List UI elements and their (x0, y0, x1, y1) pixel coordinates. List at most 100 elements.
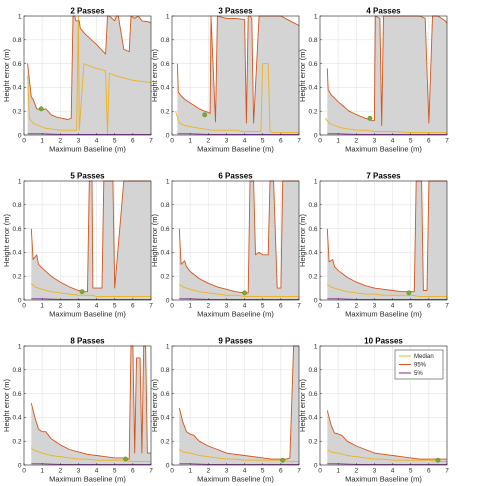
axes-box (23, 180, 152, 301)
x-tick-label: 5 (113, 303, 117, 310)
x-tick-label: 0 (170, 138, 174, 145)
x-tick-label: 0 (318, 138, 322, 145)
x-tick-label: 7 (445, 468, 449, 475)
error-band (27, 16, 152, 135)
x-tick-label: 3 (225, 303, 229, 310)
y-tick-label: 0.6 (308, 61, 317, 68)
series-line-median (31, 447, 151, 462)
subplot-title: 8 Passes (70, 337, 105, 346)
x-axis-label: Maximum Baseline (m) (197, 475, 274, 484)
y-tick-label: 0.2 (308, 274, 317, 281)
y-tick-label: 0.6 (12, 391, 21, 398)
subplot-6: 0 1 2 3 4 5 6 7 0 0.2 0.4 0.6 0.8 1 7 Passes Maximum Ba… (298, 172, 449, 319)
optimum-marker (406, 290, 412, 296)
x-tick-label: 6 (131, 303, 135, 310)
subplot-title: 4 Passes (366, 7, 401, 16)
y-tick-label: 1 (18, 343, 22, 350)
x-tick-label: 2 (58, 468, 62, 475)
x-tick-label: 6 (131, 468, 135, 475)
y-tick-label: 0.4 (308, 415, 317, 422)
axes-box (319, 15, 448, 136)
axes-box (319, 345, 448, 466)
y-tick-label: 0 (18, 462, 22, 469)
y-tick-label: 0.8 (12, 367, 21, 374)
x-tick-label: 1 (336, 138, 340, 145)
x-tick-label: 4 (391, 468, 395, 475)
y-tick-label: 0.6 (160, 61, 169, 68)
series-line-median (325, 118, 447, 134)
y-tick-label: 1 (18, 13, 22, 20)
error-band (327, 16, 447, 135)
series-line-median (179, 449, 299, 462)
subplot-title: 9 Passes (218, 337, 253, 346)
y-tick-label: 0 (314, 462, 318, 469)
x-tick-label: 3 (77, 468, 81, 475)
x-axis-label: Maximum Baseline (m) (49, 310, 126, 319)
y-tick-label: 0.4 (160, 415, 169, 422)
x-tick-label: 6 (279, 138, 283, 145)
error-band (179, 181, 299, 300)
legend: Median 95% 5% (394, 349, 444, 380)
axes-box (23, 345, 152, 466)
y-tick-label: 0.6 (160, 391, 169, 398)
x-tick-label: 4 (243, 303, 247, 310)
x-tick-label: 2 (206, 468, 210, 475)
series-line-p5 (31, 298, 151, 300)
x-tick-label: 2 (58, 303, 62, 310)
series-line-median (27, 15, 152, 136)
series-line-p95 (178, 345, 299, 460)
y-tick-label: 0.4 (12, 250, 21, 257)
y-tick-label: 0.2 (12, 439, 21, 446)
y-tick-label: 1 (166, 343, 170, 350)
x-tick-label: 3 (225, 468, 229, 475)
x-axis-label: Maximum Baseline (m) (345, 475, 422, 484)
y-tick-label: 0.8 (308, 202, 317, 209)
error-band (327, 181, 447, 300)
subplot-5: 0 1 2 3 4 5 6 7 0 0.2 0.4 0.6 0.8 1 6 Passes Maximum Ba… (150, 172, 301, 319)
x-tick-label: 7 (297, 138, 301, 145)
subplot-9: 0 1 2 3 4 5 6 7 0 0.2 0.4 0.6 0.8 1 10 Passes Maximum B… (298, 337, 449, 484)
y-axis-label: Height error (m) (150, 49, 159, 102)
x-tick-label: 6 (131, 138, 135, 145)
x-axis-label: Maximum Baseline (m) (345, 145, 422, 154)
y-tick-label: 0.6 (308, 391, 317, 398)
x-tick-label: 6 (279, 468, 283, 475)
x-tick-label: 0 (318, 303, 322, 310)
y-tick-label: 0 (314, 297, 318, 304)
x-axis-label: Maximum Baseline (m) (197, 145, 274, 154)
y-tick-label: 1 (166, 13, 170, 20)
y-axis-label: Height error (m) (2, 49, 11, 102)
series-line-median (179, 284, 299, 297)
y-tick-label: 0.4 (12, 85, 21, 92)
y-tick-label: 0.8 (160, 37, 169, 44)
x-tick-label: 5 (409, 138, 413, 145)
y-tick-label: 0.6 (308, 226, 317, 233)
x-tick-label: 5 (113, 468, 117, 475)
series-line-p95 (27, 15, 152, 120)
x-tick-label: 1 (188, 138, 192, 145)
x-tick-label: 6 (427, 138, 431, 145)
legend-label-median: Median (414, 354, 434, 360)
subplot-8: 0 1 2 3 4 5 6 7 0 0.2 0.4 0.6 0.8 1 9 Passes Maximum Ba… (150, 337, 301, 484)
y-tick-label: 0.2 (12, 109, 21, 116)
x-tick-label: 7 (445, 303, 449, 310)
x-tick-label: 7 (297, 303, 301, 310)
y-tick-label: 0.4 (160, 85, 169, 92)
axes-box (319, 180, 448, 301)
legend-label-p5: 5% (414, 371, 423, 377)
error-band (31, 181, 151, 300)
y-tick-label: 0.2 (160, 274, 169, 281)
y-tick-label: 0.2 (160, 439, 169, 446)
x-axis-label: Maximum Baseline (m) (197, 310, 274, 319)
x-tick-label: 2 (354, 138, 358, 145)
optimum-marker (367, 115, 373, 121)
x-axis-label: Maximum Baseline (m) (49, 475, 126, 484)
y-tick-label: 0.4 (160, 250, 169, 257)
y-tick-label: 0.4 (308, 85, 317, 92)
series-line-p5 (177, 133, 299, 135)
y-axis-label: Height error (m) (298, 379, 307, 432)
subplot-title: 10 Passes (364, 337, 403, 346)
error-band (177, 16, 299, 135)
series-line-p95 (326, 180, 447, 293)
x-tick-label: 5 (409, 468, 413, 475)
